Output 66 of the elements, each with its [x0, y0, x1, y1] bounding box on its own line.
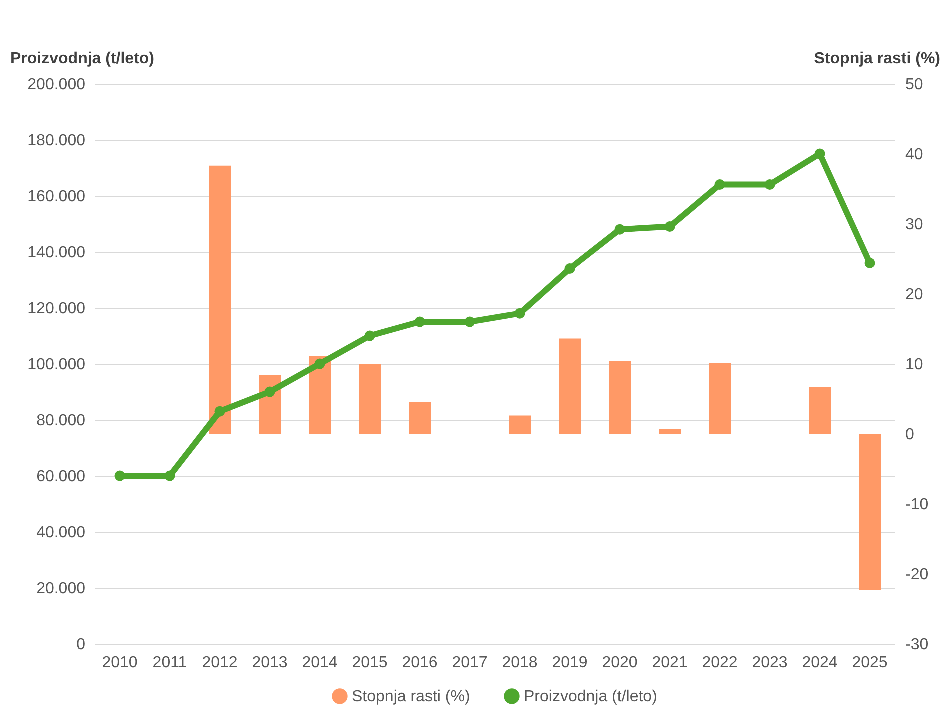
- bar: [809, 387, 831, 434]
- x-tick-label: 2014: [302, 654, 338, 672]
- y-tick-label: 40.000: [36, 524, 86, 542]
- point: [464, 316, 476, 328]
- bar: [859, 434, 881, 590]
- bar: [559, 338, 581, 434]
- y-tick-label: 0: [76, 636, 86, 654]
- y-tick-label: 20.000: [36, 580, 86, 598]
- bar: [359, 364, 381, 434]
- point: [564, 264, 576, 274]
- bar: [409, 402, 431, 434]
- point: [614, 224, 626, 235]
- bar: [209, 166, 231, 434]
- legend-label: Stopnja rasti (%): [352, 688, 470, 706]
- point: [764, 180, 776, 190]
- x-tick-label: 2015: [352, 654, 388, 672]
- y2-tick-label: 10: [906, 356, 924, 374]
- x-tick-label: 2017: [452, 654, 488, 672]
- bar: [659, 429, 681, 434]
- point: [214, 406, 226, 417]
- point: [414, 316, 426, 328]
- y-tick-label: 200.000: [28, 76, 86, 94]
- bar: [509, 416, 531, 434]
- point: [264, 386, 276, 398]
- x-tick-label: 2010: [102, 654, 138, 672]
- point: [364, 330, 376, 342]
- x-tick-label: 2022: [702, 654, 738, 672]
- point: [864, 258, 876, 268]
- y-tick-label: 140.000: [28, 244, 86, 262]
- y-tick-label: 160.000: [28, 188, 86, 206]
- point: [314, 358, 326, 370]
- x-tick-label: 2011: [152, 654, 188, 672]
- y2-tick-label: -10: [906, 496, 929, 514]
- x-tick-label: 2023: [752, 654, 788, 672]
- point: [114, 470, 126, 482]
- y-tick-label: 180.000: [28, 132, 86, 150]
- y-tick-label: 120.000: [28, 300, 86, 318]
- y-tick-label: 60.000: [36, 468, 86, 486]
- y-axis-title: Proizvodnja (t/leto): [10, 50, 154, 68]
- y2-tick-label: 20: [906, 286, 924, 304]
- x-tick-label: 2025: [852, 654, 888, 672]
- x-tick-label: 2024: [802, 654, 838, 672]
- x-tick-label: 2018: [502, 654, 538, 672]
- bar: [709, 363, 731, 434]
- x-tick-label: 2021: [652, 654, 688, 672]
- y-tick-label: 100.000: [28, 356, 86, 374]
- point: [714, 180, 726, 190]
- x-tick-label: 2013: [252, 654, 288, 672]
- y2-tick-label: 40: [906, 146, 924, 164]
- y2-tick-label: 30: [906, 216, 924, 234]
- y2-tick-label: 0: [906, 426, 914, 444]
- point: [164, 470, 176, 482]
- x-tick-label: 2016: [402, 654, 438, 672]
- y2-axis-title: Stopnja rasti (%): [814, 50, 940, 68]
- y2-tick-label: 50: [906, 76, 924, 94]
- point: [514, 308, 526, 319]
- y2-tick-label: -30: [906, 636, 929, 654]
- y2-tick-label: -20: [906, 566, 929, 584]
- point: [814, 148, 826, 160]
- x-tick-label: 2012: [202, 654, 238, 672]
- bar: [609, 361, 631, 434]
- x-tick-label: 2019: [552, 654, 588, 672]
- y-tick-label: 80.000: [36, 412, 86, 430]
- legend-label: Proizvodnja (t/leto): [524, 688, 658, 706]
- point: [664, 222, 676, 232]
- x-tick-label: 2020: [602, 654, 638, 672]
